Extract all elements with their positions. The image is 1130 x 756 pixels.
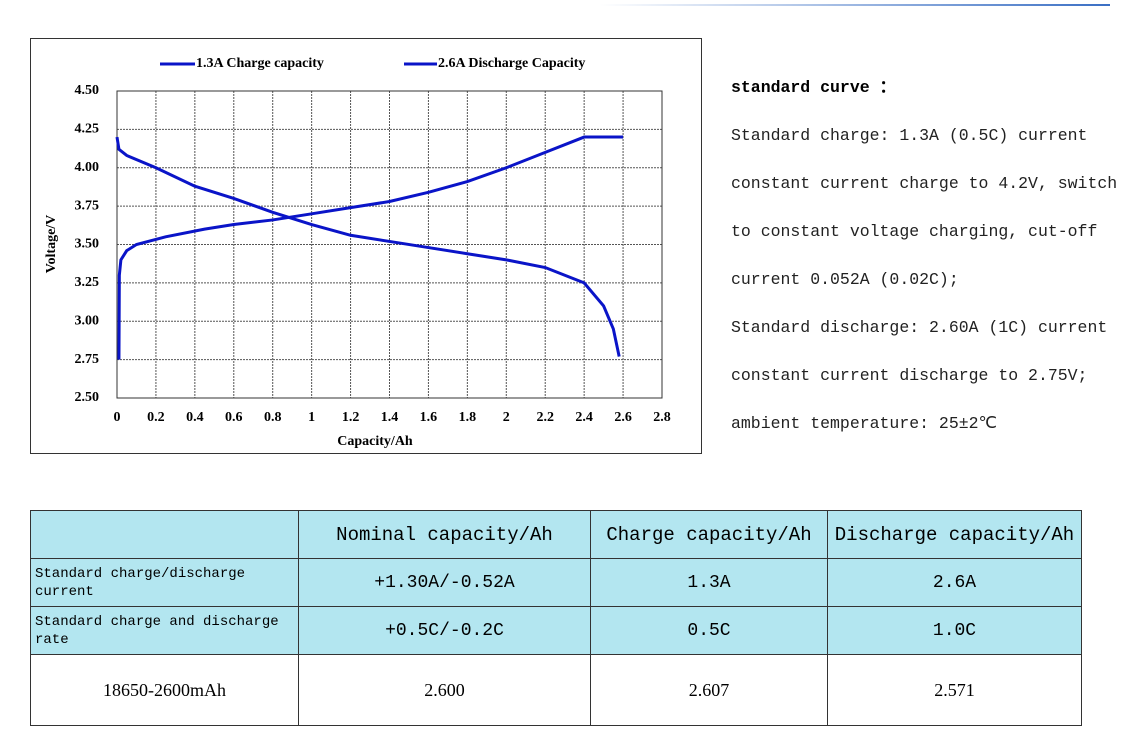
y-tick-label: 2.50	[75, 390, 100, 405]
x-tick-label: 0.2	[147, 410, 165, 425]
y-tick-label: 4.00	[75, 160, 100, 175]
x-tick-label: 1.6	[420, 410, 438, 425]
legend-label: 2.6A Discharge Capacity	[438, 56, 585, 71]
text-line: Standard charge: 1.3A (0.5C) current	[731, 126, 1088, 145]
text-line: ambient temperature: 25±2℃	[731, 414, 998, 433]
cell: 2.600	[298, 654, 591, 726]
cell: 2.6A	[827, 558, 1082, 607]
x-tick-label: 2.6	[614, 410, 632, 425]
x-tick-label: 0	[114, 410, 121, 425]
y-tick-label: 4.50	[75, 83, 100, 98]
cell: Standard charge/discharge current	[30, 558, 299, 607]
x-axis-label: Capacity/Ah	[337, 434, 413, 449]
x-tick-label: 1	[308, 410, 315, 425]
x-tick-label: 1.2	[342, 410, 360, 425]
cell: +0.5C/-0.2C	[298, 606, 591, 655]
heading: standard curve ：	[731, 78, 897, 97]
chart: Capacity/Ah Voltage/V 2.50 2.75 3.00 3.25 3.…	[30, 38, 702, 454]
y-axis-label: Voltage/V	[44, 215, 59, 274]
plot-frame	[116, 90, 663, 399]
y-tick-label: 4.25	[75, 122, 100, 137]
x-tick-label: 0.6	[225, 410, 243, 425]
row: 18650-2600mAh 2.600 2.607 2.571	[30, 654, 1082, 726]
x-tick-label: 1.4	[381, 410, 399, 425]
x-tick-label: 1.8	[459, 410, 477, 425]
cell: +1.30A/-0.52A	[298, 558, 591, 607]
y-tick-label: 2.75	[75, 352, 100, 367]
chart-frame	[30, 38, 702, 454]
series-line	[115, 136, 621, 357]
text-line: Standard discharge: 2.60A (1C) current	[731, 318, 1108, 337]
description: standard curve ： Standard charge: 1.3A (…	[731, 76, 1117, 460]
header-cell	[30, 510, 299, 559]
cell: 0.5C	[590, 606, 828, 655]
row: Standard charge and discharge rate +0.5C…	[30, 606, 1082, 655]
cell: 18650-2600mAh	[30, 654, 299, 726]
y-tick-label: 3.25	[75, 275, 100, 290]
x-tick-label: 0.8	[264, 410, 282, 425]
header-cell: Nominal capacity/Ah	[298, 510, 591, 559]
cell: 1.0C	[827, 606, 1082, 655]
text-line: current 0.052A (0.02C);	[731, 270, 959, 289]
y-tick-label: 3.75	[75, 198, 100, 213]
text-line: to constant voltage charging, cut-off	[731, 222, 1098, 241]
x-tick-label: 0.4	[186, 410, 204, 425]
x-tick-label: 2	[503, 410, 510, 425]
y-tick-label: 3.50	[75, 237, 100, 252]
header-cell: Charge capacity/Ah	[590, 510, 828, 559]
header-row: Nominal capacity/Ah Charge capacity/Ah D…	[30, 510, 1082, 559]
x-tick-label: 2.4	[575, 410, 593, 425]
x-tick-label: 2.8	[653, 410, 671, 425]
cell: 1.3A	[590, 558, 828, 607]
cell: Standard charge and discharge rate	[30, 606, 299, 655]
spec-table: Nominal capacity/Ah Charge capacity/Ah D…	[30, 510, 1082, 726]
decorative-line	[600, 4, 1110, 6]
y-tick-label: 3.00	[75, 313, 100, 328]
x-tick-label: 2.2	[536, 410, 554, 425]
cell: 2.607	[590, 654, 828, 726]
text-line: constant current discharge to 2.75V;	[731, 366, 1088, 385]
text-line: constant current charge to 4.2V, switch	[731, 174, 1118, 193]
row: Standard charge/discharge current +1.30A…	[30, 558, 1082, 607]
legend-label: 1.3A Charge capacity	[196, 56, 324, 71]
header-cell: Discharge capacity/Ah	[827, 510, 1082, 559]
cell: 2.571	[827, 654, 1082, 726]
